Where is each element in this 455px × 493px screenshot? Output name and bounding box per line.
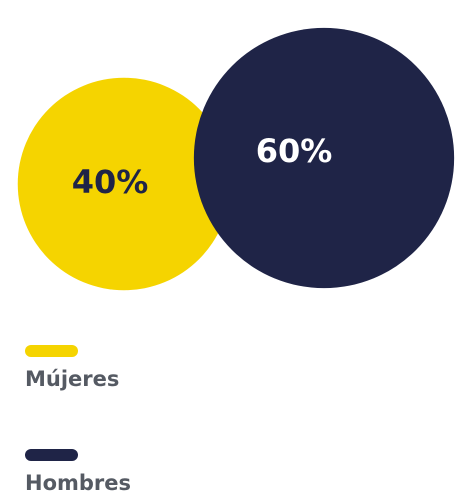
data-label: 60% — [256, 132, 333, 170]
bubble — [17, 77, 231, 291]
legend-label: Hombres — [25, 471, 131, 493]
legend-swatch — [25, 345, 78, 357]
bubble — [193, 27, 455, 289]
legend-swatch — [25, 449, 78, 461]
data-label: 40% — [72, 163, 149, 201]
legend-label: Mújeres — [25, 367, 119, 391]
